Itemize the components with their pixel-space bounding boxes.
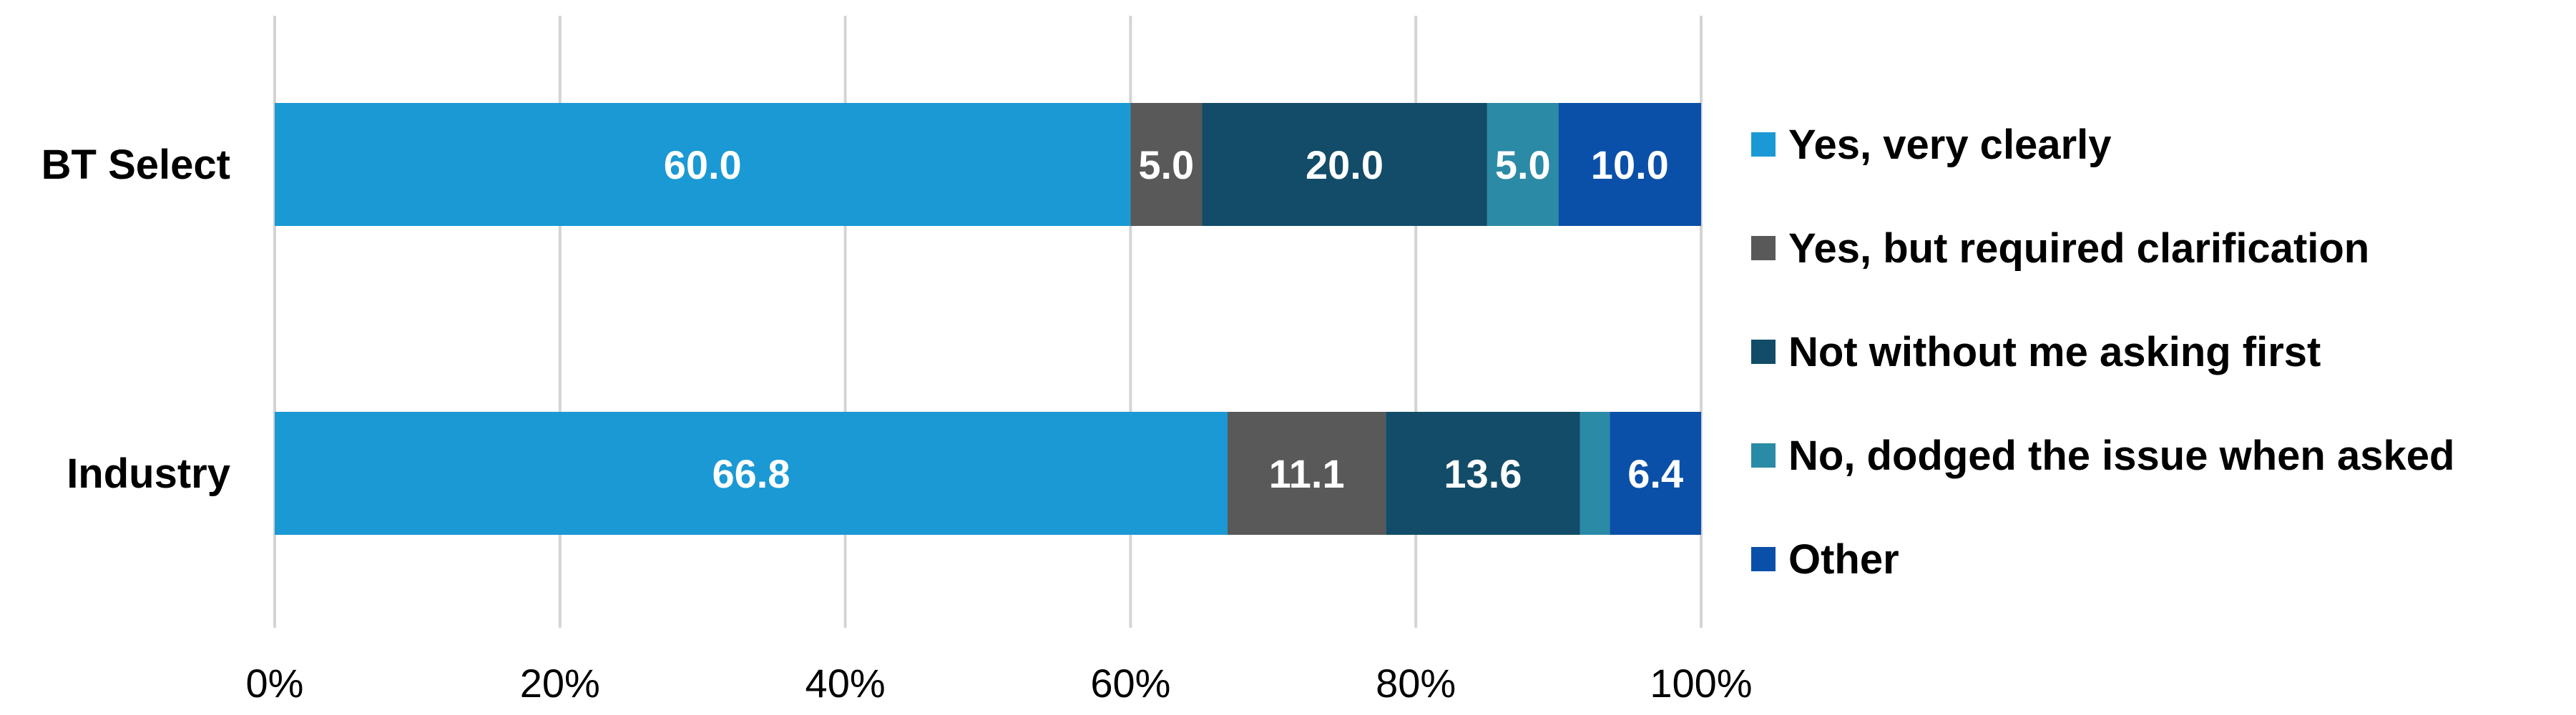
bar-segment xyxy=(1130,103,1203,226)
legend-swatch xyxy=(1751,443,1776,468)
data-label: 5.0 xyxy=(1495,142,1551,187)
bar-segment xyxy=(1558,103,1701,226)
legend-label: No, dodged the issue when asked xyxy=(1788,433,2454,479)
bar-segment xyxy=(1580,412,1610,535)
data-label: 20.0 xyxy=(1306,142,1384,187)
data-label: 6.4 xyxy=(1627,451,1683,496)
legend-label: Yes, but required clarification xyxy=(1788,225,2369,272)
x-tick-label: 80% xyxy=(1376,661,1456,706)
legend-swatch xyxy=(1751,547,1776,571)
x-tick-label: 20% xyxy=(520,661,600,706)
category-labels: BT Select Industry xyxy=(41,142,230,497)
data-labels: 60.0 5.0 20.0 5.0 10.0 66.8 11.1 13.6 6.4 xyxy=(664,142,1683,496)
x-tick-label: 100% xyxy=(1650,661,1752,706)
x-axis-ticks: 0% 20% 40% 60% 80% 100% xyxy=(246,661,1753,706)
data-label: 66.8 xyxy=(712,451,790,496)
x-tick-label: 40% xyxy=(805,661,886,706)
legend-swatch xyxy=(1751,132,1776,157)
x-tick-label: 60% xyxy=(1090,661,1170,706)
bar-segment xyxy=(275,103,1131,226)
bar-segment xyxy=(1610,412,1701,535)
data-label: 5.0 xyxy=(1138,142,1194,187)
data-label: 10.0 xyxy=(1591,142,1669,187)
bar-segment xyxy=(1202,103,1487,226)
bar-segment xyxy=(1487,103,1559,226)
data-label: 60.0 xyxy=(664,142,742,187)
bar-segment xyxy=(275,412,1228,535)
legend-label: Not without me asking first xyxy=(1788,329,2321,375)
legend: Yes, very clearly Yes, but required clari… xyxy=(1751,122,2454,583)
legend-label: Yes, very clearly xyxy=(1788,122,2112,168)
legend-swatch xyxy=(1751,340,1776,364)
data-label: 11.1 xyxy=(1269,451,1345,496)
data-label: 13.6 xyxy=(1444,451,1522,496)
bars xyxy=(275,103,1701,535)
bar-segment xyxy=(1386,412,1580,535)
legend-label: Other xyxy=(1788,536,1899,583)
legend-swatch xyxy=(1751,236,1776,260)
category-label: Industry xyxy=(67,450,230,497)
x-tick-label: 0% xyxy=(246,661,304,706)
bar-segment xyxy=(1227,412,1386,535)
category-label: BT Select xyxy=(41,142,230,188)
